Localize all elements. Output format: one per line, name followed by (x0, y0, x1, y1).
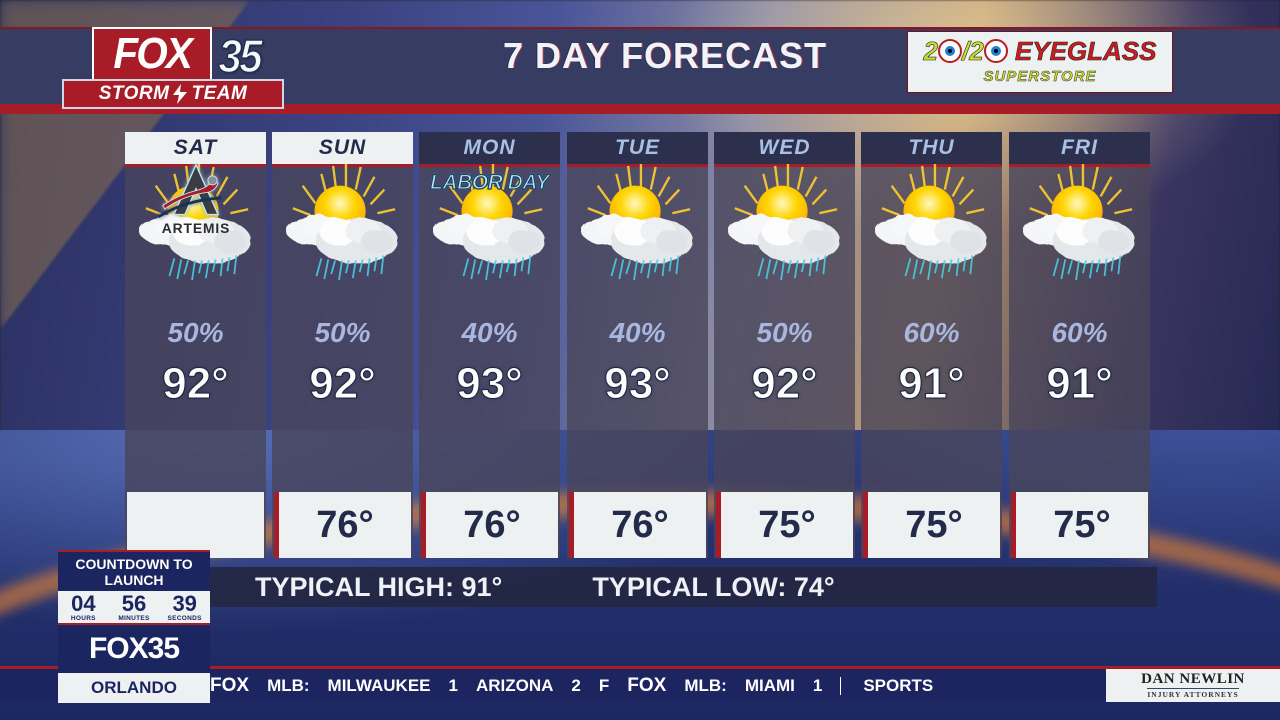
svg-text:ARTEMIS: ARTEMIS (161, 221, 229, 236)
